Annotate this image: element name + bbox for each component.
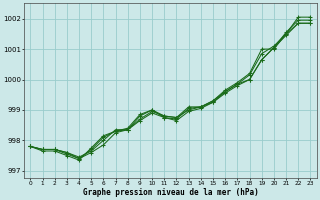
X-axis label: Graphe pression niveau de la mer (hPa): Graphe pression niveau de la mer (hPa) <box>83 188 258 197</box>
